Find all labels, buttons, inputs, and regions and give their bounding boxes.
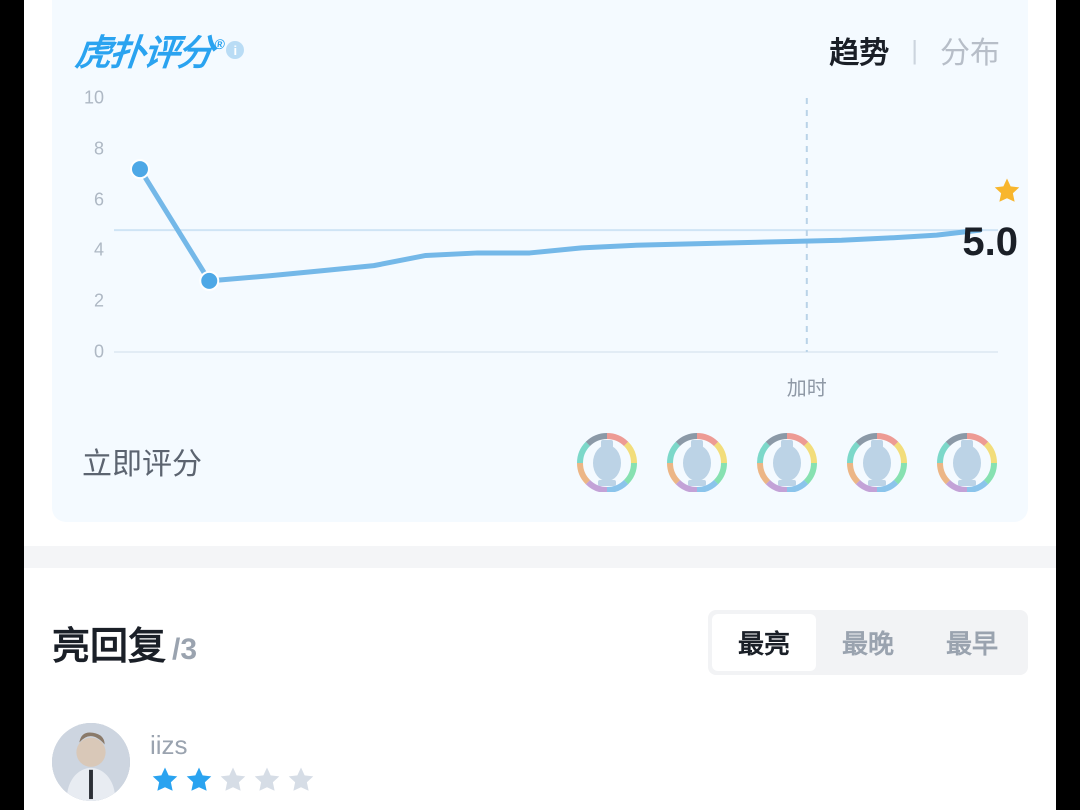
tab-separator: |: [911, 35, 918, 66]
avatar[interactable]: [52, 723, 130, 801]
sort-tab-hot[interactable]: 最亮: [712, 614, 816, 671]
y-tick-label: 6: [76, 189, 104, 210]
replies-title: 亮回复 /3: [52, 615, 197, 670]
y-tick-label: 4: [76, 240, 104, 261]
star-icon: [150, 765, 180, 795]
sort-tab-latest[interactable]: 最晚: [816, 614, 920, 671]
card-header: 虎扑评分® i 趋势 | 分布: [76, 24, 1004, 76]
replies-title-text: 亮回复: [52, 615, 166, 670]
trophy-icon[interactable]: [936, 430, 998, 492]
replies-header: 亮回复 /3 最亮 最晚 最早: [52, 610, 1028, 675]
star-icon: [218, 765, 248, 795]
replies-count: /3: [172, 633, 197, 667]
y-tick-label: 8: [76, 138, 104, 159]
current-score: 5.0: [962, 220, 1018, 265]
logo-block: 虎扑评分® i: [76, 24, 244, 76]
section-divider: [24, 546, 1056, 568]
star-icon: [252, 765, 282, 795]
page: 虎扑评分® i 趋势 | 分布 1086420 加时 5.0 立即评分: [24, 0, 1056, 810]
y-tick-label: 2: [76, 291, 104, 312]
star-icon: [184, 765, 214, 795]
x-marker-label: 加时: [787, 372, 827, 401]
y-tick-label: 0: [76, 342, 104, 363]
tab-distribution[interactable]: 分布: [936, 28, 1004, 72]
star-icon: [286, 765, 316, 795]
trophy-icon[interactable]: [846, 430, 908, 492]
y-tick-label: 10: [76, 88, 104, 109]
rating-card: 虎扑评分® i 趋势 | 分布 1086420 加时 5.0 立即评分: [52, 0, 1028, 522]
trend-chart: 1086420 加时 5.0: [80, 94, 1004, 364]
trophy-icon[interactable]: [576, 430, 638, 492]
end-star-icon: [992, 176, 1022, 206]
rate-now-label[interactable]: 立即评分: [82, 439, 202, 483]
reply-meta: iizs: [150, 730, 316, 795]
app-logo: 虎扑评分®: [73, 24, 223, 76]
info-icon[interactable]: i: [226, 41, 244, 59]
reply-username[interactable]: iizs: [150, 730, 316, 761]
tab-trend[interactable]: 趋势: [825, 28, 893, 72]
trophy-icon[interactable]: [756, 430, 818, 492]
rate-now-row: 立即评分: [76, 430, 1004, 492]
trophy-icon[interactable]: [666, 430, 728, 492]
registered-mark: ®: [214, 36, 224, 52]
trophy-rating-row: [576, 430, 998, 492]
logo-text: 虎扑评分: [74, 32, 214, 73]
replies-section: 亮回复 /3 最亮 最晚 最早 iizs: [24, 568, 1056, 801]
user-star-rating: [150, 765, 316, 795]
sort-tab-earliest[interactable]: 最早: [920, 614, 1024, 671]
chart-mode-tabs: 趋势 | 分布: [825, 28, 1004, 72]
reply-sort-tabs: 最亮 最晚 最早: [708, 610, 1028, 675]
reply-item[interactable]: iizs: [52, 723, 1028, 801]
